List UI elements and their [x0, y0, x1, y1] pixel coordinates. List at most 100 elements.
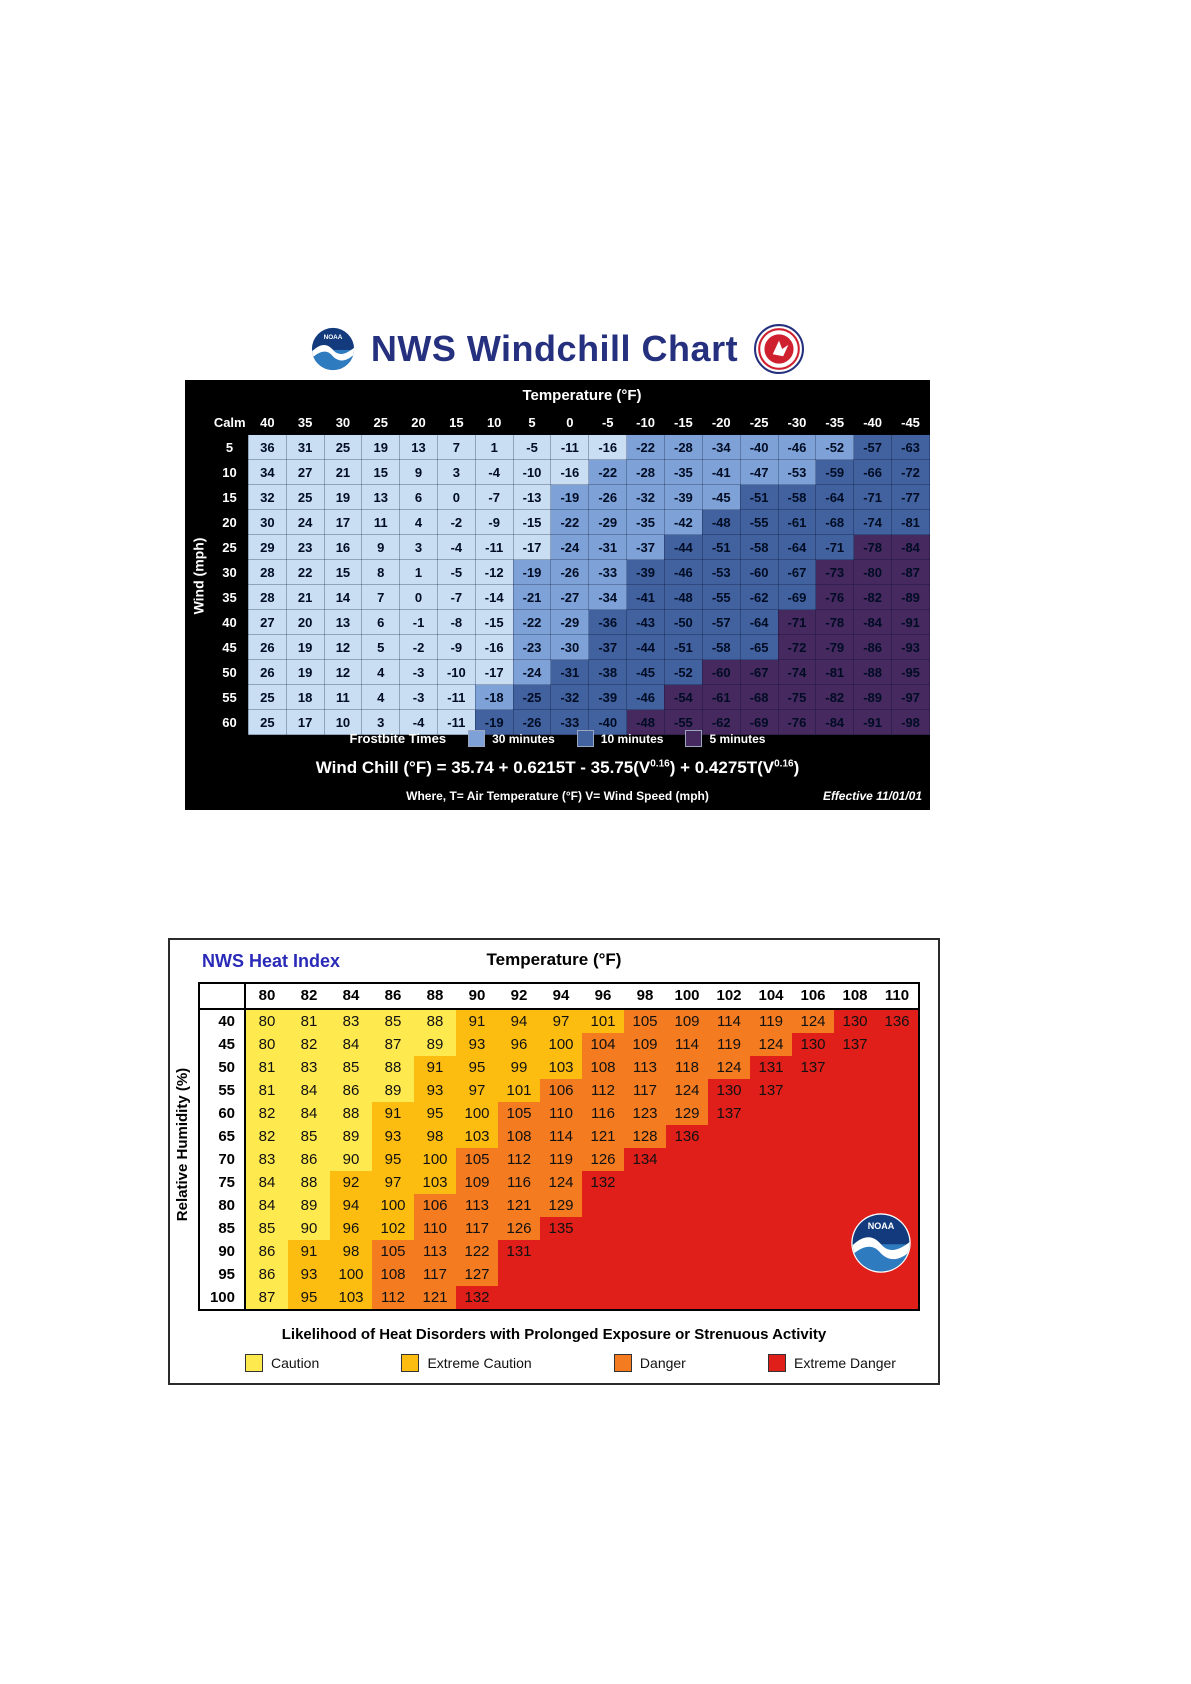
windchill-value-cell: -89	[891, 584, 930, 610]
windchill-value-cell: 7	[361, 584, 401, 610]
heat-legend-swatch	[401, 1354, 420, 1372]
heat-index-value-cell	[876, 1286, 918, 1309]
windchill-value-cell: -64	[739, 609, 779, 635]
windchill-value-cell: -41	[626, 584, 665, 610]
heat-index-value-cell: 86	[288, 1148, 330, 1171]
temperature-header-cell: -30	[778, 410, 816, 435]
windchill-value-cell: -12	[474, 559, 514, 585]
formula-exponent-2: 0.16	[774, 758, 794, 770]
heat-index-value-cell: 131	[750, 1056, 792, 1079]
temperature-header-cell: -40	[853, 410, 892, 435]
windchill-value-cell: -61	[777, 509, 817, 535]
heat-index-value-cell: 129	[540, 1194, 582, 1217]
heat-index-value-cell: 126	[498, 1217, 540, 1240]
heat-temperature-header-cell: 106	[792, 984, 834, 1010]
windchill-value-cell: 27	[247, 609, 287, 635]
heat-index-value-cell: 97	[456, 1079, 498, 1102]
heat-index-value-cell	[750, 1125, 792, 1148]
windchill-value-cell: -78	[815, 609, 855, 635]
heat-index-value-cell: 81	[246, 1056, 288, 1079]
windchill-value-cell: -29	[550, 609, 590, 635]
heat-index-value-cell: 100	[456, 1102, 498, 1125]
windchill-value-cell: -25	[512, 684, 552, 710]
windchill-value-cell: 27	[285, 459, 325, 485]
heat-index-value-cell: 101	[582, 1010, 624, 1033]
heat-index-value-cell	[750, 1194, 792, 1217]
heat-index-value-cell: 100	[414, 1148, 456, 1171]
heat-index-value-cell: 92	[330, 1171, 372, 1194]
heat-index-value-cell: 100	[330, 1263, 372, 1286]
heat-index-value-cell	[792, 1263, 834, 1286]
heat-index-value-cell: 80	[246, 1033, 288, 1056]
heat-index-value-cell: 84	[246, 1194, 288, 1217]
windchill-value-cell: -8	[436, 609, 476, 635]
heat-index-value-cell: 135	[540, 1217, 582, 1240]
heat-index-value-cell: 84	[330, 1033, 372, 1056]
windchill-value-cell: -22	[588, 459, 628, 485]
windchill-temperature-axis-label: Temperature (°F)	[522, 387, 642, 404]
heat-index-value-cell: 124	[792, 1010, 834, 1033]
heat-index-value-cell	[624, 1240, 666, 1263]
humidity-label-cell: 80	[200, 1194, 246, 1217]
heat-index-value-cell: 97	[540, 1010, 582, 1033]
heat-temperature-header-cell: 96	[582, 984, 624, 1010]
heat-index-value-cell	[750, 1286, 792, 1309]
heat-index-value-cell	[666, 1194, 708, 1217]
wind-speed-cell: 30	[211, 559, 249, 585]
windchill-value-cell: 1	[399, 559, 438, 585]
windchill-value-cell: 25	[247, 684, 287, 710]
heat-legend-swatch	[245, 1354, 263, 1372]
windchill-value-cell: -9	[474, 509, 514, 535]
heat-index-value-cell	[792, 1217, 834, 1240]
windchill-value-cell: 32	[247, 484, 287, 510]
windchill-value-cell: -67	[777, 559, 817, 585]
noaa-logo-icon: NOAA	[851, 1213, 911, 1273]
windchill-value-cell: -7	[436, 584, 476, 610]
heat-legend-item: Extreme Danger	[768, 1354, 896, 1372]
windchill-value-cell: -48	[626, 709, 665, 735]
windchill-value-cell: -21	[512, 584, 552, 610]
humidity-label-cell: 60	[200, 1102, 246, 1125]
heat-index-value-cell: 100	[540, 1033, 582, 1056]
heat-index-value-cell: 90	[288, 1217, 330, 1240]
windchill-value-cell: -58	[777, 484, 817, 510]
windchill-value-cell: -57	[853, 434, 893, 460]
heat-index-title: NWS Heat Index	[202, 951, 341, 971]
humidity-label-cell: 95	[200, 1263, 246, 1286]
heat-index-value-cell: 105	[498, 1102, 540, 1125]
heat-index-value-cell: 130	[792, 1033, 834, 1056]
heat-index-value-cell: 127	[456, 1263, 498, 1286]
frostbite-legend-label: 10 minutes	[600, 731, 664, 746]
frostbite-legend-item: 30 minutes	[468, 730, 555, 747]
heat-index-value-cell: 101	[498, 1079, 540, 1102]
windchill-value-cell: -34	[701, 434, 741, 460]
heat-index-value-cell	[666, 1286, 708, 1309]
windchill-value-cell: -26	[512, 709, 552, 735]
heat-index-value-cell: 124	[708, 1056, 750, 1079]
heat-index-value-cell	[876, 1079, 918, 1102]
heat-index-value-cell: 109	[624, 1033, 666, 1056]
heat-legend-item: Danger	[613, 1354, 686, 1372]
windchill-value-cell: -44	[626, 634, 665, 660]
heat-index-value-cell	[792, 1194, 834, 1217]
windchill-value-cell: 9	[399, 459, 438, 485]
windchill-value-cell: -97	[891, 684, 930, 710]
windchill-value-cell: -5	[512, 434, 552, 460]
heat-index-value-cell: 98	[330, 1240, 372, 1263]
heat-index-value-cell: 136	[876, 1010, 918, 1033]
humidity-label-cell: 75	[200, 1171, 246, 1194]
formula-part-3: )	[793, 758, 800, 777]
heat-temperature-header-cell: 90	[456, 984, 498, 1010]
wind-speed-cell: 35	[211, 584, 249, 610]
windchill-value-cell: -16	[588, 434, 628, 460]
windchill-value-cell: -40	[739, 434, 779, 460]
heat-legend-swatch	[768, 1354, 787, 1372]
windchill-value-cell: 21	[323, 459, 363, 485]
windchill-value-cell: -76	[815, 584, 855, 610]
heat-index-value-cell	[750, 1102, 792, 1125]
heat-index-value-cell	[540, 1286, 582, 1309]
windchill-value-cell: -2	[436, 509, 476, 535]
heat-index-value-cell: 108	[372, 1263, 414, 1286]
heat-index-value-cell: 122	[456, 1240, 498, 1263]
heat-index-value-cell	[666, 1263, 708, 1286]
